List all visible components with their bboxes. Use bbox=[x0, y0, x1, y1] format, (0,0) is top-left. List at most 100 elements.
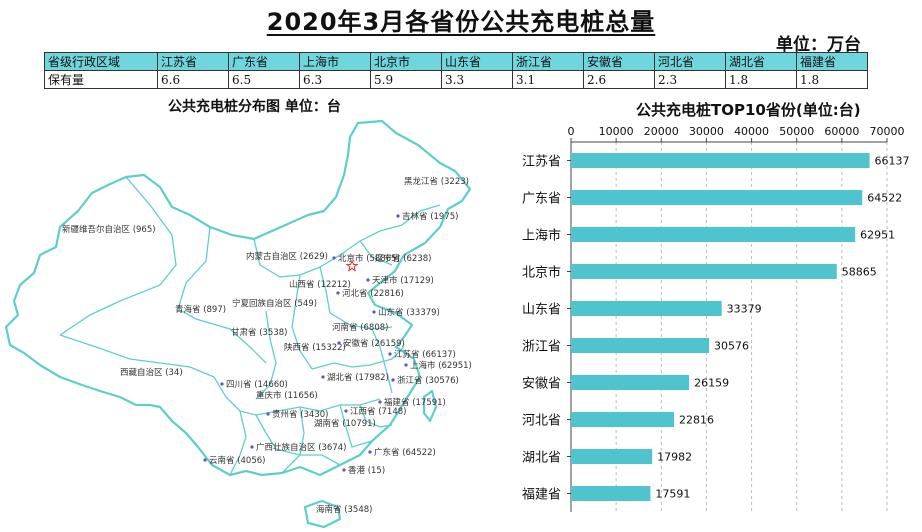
map-province-label: 湖北省 (17982) bbox=[327, 372, 389, 383]
map-outline bbox=[422, 389, 438, 423]
summary-value: 3.1 bbox=[512, 70, 584, 89]
province-border bbox=[359, 404, 393, 428]
top10-bar-chart: 0 10000 20000 30000 40000 50000 60000 70000 江苏省 6… bbox=[522, 125, 910, 512]
bar bbox=[571, 264, 837, 279]
bar bbox=[571, 338, 710, 353]
map-province-label: 福建省 (17591) bbox=[384, 397, 446, 408]
province-border bbox=[229, 410, 247, 476]
summary-value: 3.3 bbox=[441, 70, 513, 89]
capital-star-icon bbox=[345, 259, 359, 272]
map-outline bbox=[303, 499, 342, 529]
province-border bbox=[281, 406, 305, 474]
category-label: 湖北省 bbox=[522, 451, 561, 466]
map-province-label: 河北省 (22816) bbox=[342, 288, 404, 299]
province-border bbox=[371, 328, 393, 394]
map-marker-dot bbox=[336, 291, 340, 295]
map-province-label: 内蒙古自治区 (2629) bbox=[246, 251, 328, 262]
map-marker-dot bbox=[388, 352, 392, 356]
category-label: 浙江省 bbox=[522, 340, 561, 355]
summary-header-row: 省级行政区域 江苏省 广东省 上海市 北京市 山东省 浙江省 安徽省 河北省 湖… bbox=[44, 52, 868, 71]
china-map: 黑龙江省 (3223) 吉林省 (1975) 辽宁省 (6238) 新疆维吾尔自治区 … bbox=[4, 119, 472, 529]
map-province-label: 江苏省 (66137) bbox=[394, 349, 456, 360]
summary-province: 上海市 bbox=[299, 52, 371, 71]
map-province-label: 青海省 (897) bbox=[175, 304, 226, 315]
summary-province: 北京市 bbox=[370, 52, 442, 71]
map-province-label: 新疆维吾尔自治区 (965) bbox=[62, 224, 156, 235]
province-border bbox=[319, 266, 393, 330]
map-marker-dot bbox=[396, 214, 400, 218]
category-label: 上海市 bbox=[522, 228, 561, 244]
summary-province: 湖北省 bbox=[725, 52, 797, 71]
x-tick-label: 10000 bbox=[599, 125, 634, 138]
map-province-label: 北京市 (58865) bbox=[338, 253, 400, 264]
map-marker-dot bbox=[391, 378, 395, 382]
map-province-label: 贵州省 (3430) bbox=[272, 409, 328, 420]
summary-value: 6.6 bbox=[157, 70, 229, 89]
map-marker-dot bbox=[220, 382, 224, 386]
map-marker-dot bbox=[368, 450, 372, 454]
map-province-label: 安徽省 (26159) bbox=[343, 338, 405, 349]
map-province-label: 天津市 (17129) bbox=[372, 275, 434, 286]
map-province-label: 河南省 (6808) bbox=[332, 322, 388, 333]
map-province-label: 陕西省 (15322) bbox=[284, 342, 346, 353]
map-province-label: 香港 (15) bbox=[348, 465, 385, 476]
bar-value-label: 17591 bbox=[655, 488, 690, 501]
category-label: 安徽省 bbox=[522, 377, 561, 392]
bar bbox=[571, 153, 870, 168]
map-outline bbox=[4, 119, 472, 477]
summary-province: 河北省 bbox=[654, 52, 726, 71]
bar bbox=[571, 412, 674, 427]
province-border bbox=[59, 334, 215, 378]
map-province-label: 海南省 (3548) bbox=[316, 504, 372, 515]
category-label: 江苏省 bbox=[522, 154, 561, 170]
chart-title: 公共充电桩TOP10省份(单位:台) bbox=[636, 101, 861, 119]
map-province-label: 山东省 (33379) bbox=[378, 307, 440, 318]
province-border bbox=[253, 204, 441, 278]
province-border bbox=[291, 274, 313, 370]
map-province-label: 重庆市 (11656) bbox=[256, 390, 318, 401]
map-province-label: 山西省 (12212) bbox=[289, 279, 351, 290]
bar bbox=[571, 227, 856, 242]
province-border bbox=[255, 310, 277, 400]
map-marker-dot bbox=[344, 409, 348, 413]
bar bbox=[571, 486, 651, 501]
map-province-label: 江西省 (7148) bbox=[350, 406, 406, 417]
summary-province: 山东省 bbox=[441, 52, 513, 71]
province-border bbox=[213, 376, 381, 416]
map-province-label: 广西壮族自治区 (3674) bbox=[256, 442, 346, 453]
summary-province: 江苏省 bbox=[157, 52, 229, 71]
province-border bbox=[311, 346, 405, 370]
summary-value: 5.9 bbox=[370, 70, 442, 89]
summary-value: 6.3 bbox=[299, 70, 371, 89]
map-title: 公共充电桩分布图 单位：台 bbox=[168, 99, 341, 115]
bar-value-label: 64522 bbox=[867, 192, 902, 205]
bar-value-label: 62951 bbox=[860, 229, 895, 242]
summary-value: 6.5 bbox=[228, 70, 300, 89]
summary-province: 广东省 bbox=[228, 52, 300, 71]
summary-province: 福建省 bbox=[796, 52, 868, 71]
bar bbox=[571, 375, 690, 390]
map-marker-dot bbox=[321, 375, 325, 379]
map-marker-dot bbox=[332, 256, 336, 260]
map-province-label: 宁夏回族自治区 (549) bbox=[232, 298, 317, 309]
map-marker-dot bbox=[337, 341, 341, 345]
map-marker-dot bbox=[372, 310, 376, 314]
map-marker-dot bbox=[404, 363, 408, 367]
province-border bbox=[359, 240, 393, 266]
unit-label: 单位：万台 bbox=[776, 35, 861, 55]
map-province-label: 西藏自治区 (34) bbox=[120, 367, 183, 378]
map-province-label: 广东省 (64522) bbox=[374, 447, 436, 458]
map-province-label: 甘肃省 (3538) bbox=[231, 327, 287, 338]
x-tick-label: 70000 bbox=[870, 125, 905, 138]
summary-value: 1.8 bbox=[725, 70, 797, 89]
map-province-label: 四川省 (14660) bbox=[226, 379, 288, 390]
summary-value: 2.6 bbox=[583, 70, 655, 89]
map-marker-dot bbox=[203, 458, 207, 462]
summary-value: 2.3 bbox=[654, 70, 726, 89]
map-province-label: 湖南省 (10791) bbox=[314, 418, 376, 429]
category-label: 河北省 bbox=[522, 414, 561, 429]
bar-value-label: 66137 bbox=[875, 155, 910, 168]
map-marker-dot bbox=[342, 468, 346, 472]
map-province-label: 吉林省 (1975) bbox=[402, 211, 458, 222]
bar-value-label: 58865 bbox=[842, 266, 877, 279]
